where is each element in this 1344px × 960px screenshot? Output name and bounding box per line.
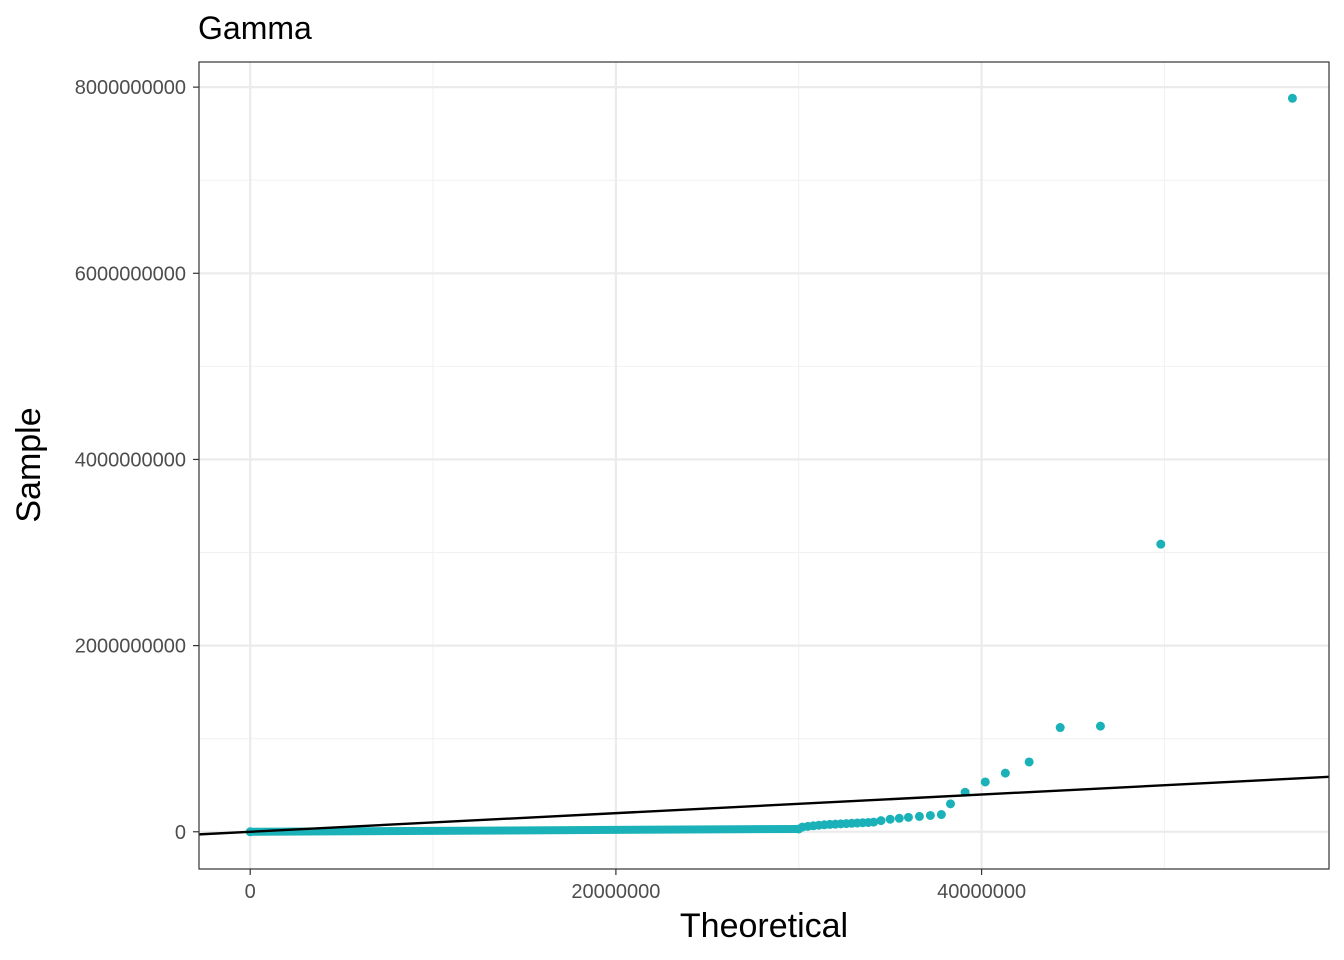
data-point: [903, 812, 913, 822]
data-point: [885, 814, 895, 824]
panel-border: [198, 61, 1330, 870]
grid-major: [199, 62, 1329, 869]
reference-line: [198, 775, 1330, 836]
x-axis-title: Theoretical: [680, 907, 848, 945]
x-axis: 0 20000000 40000000: [245, 869, 1026, 903]
y-axis-title: Sample: [10, 407, 48, 522]
data-point: [925, 810, 935, 820]
y-tick-label: 4000000000: [75, 449, 186, 471]
data-point: [894, 813, 904, 823]
y-axis: 0 2000000000 4000000000 6000000000 800000000…: [75, 77, 199, 844]
x-tick-label: 40000000: [937, 881, 1026, 903]
data-point: [1024, 757, 1034, 767]
grid-minor: [199, 62, 1329, 869]
data-point: [869, 817, 879, 827]
y-tick-label: 8000000000: [75, 77, 186, 99]
data-point: [946, 799, 956, 809]
data-point: [914, 811, 924, 821]
chart-title: Gamma: [198, 10, 312, 46]
x-tick-label: 0: [245, 881, 256, 903]
data-point: [876, 816, 886, 826]
data-point: [1000, 768, 1010, 778]
data-point: [980, 777, 990, 787]
y-tick-label: 0: [175, 822, 186, 844]
points: [797, 93, 1297, 832]
data-point: [1156, 539, 1166, 549]
y-tick-label: 2000000000: [75, 636, 186, 658]
x-tick-label: 20000000: [571, 881, 660, 903]
dense-band: [245, 824, 804, 837]
data-point: [1095, 721, 1105, 731]
y-tick-label: 6000000000: [75, 263, 186, 285]
data-point: [1287, 93, 1297, 103]
data-point: [1055, 723, 1065, 733]
data-point: [936, 810, 946, 820]
dense-point-band: [250, 824, 799, 836]
